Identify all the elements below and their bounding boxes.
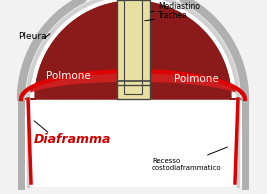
Polygon shape [21, 95, 23, 181]
Polygon shape [21, 0, 245, 186]
Polygon shape [21, 1, 231, 99]
Polygon shape [21, 71, 245, 186]
Polygon shape [35, 1, 245, 99]
Text: Diaframma: Diaframma [33, 133, 111, 146]
Text: Mediastino: Mediastino [158, 2, 200, 11]
Polygon shape [21, 71, 245, 99]
Text: Trachea: Trachea [158, 11, 188, 20]
Polygon shape [243, 95, 245, 181]
Text: Polmone: Polmone [46, 71, 91, 81]
Text: Polmone: Polmone [174, 74, 218, 84]
Bar [124, 0, 142, 94]
Text: Pleura: Pleura [18, 32, 47, 41]
Bar [117, 0, 150, 99]
Text: Recesso
costodiaframmatico: Recesso costodiaframmatico [152, 158, 222, 171]
